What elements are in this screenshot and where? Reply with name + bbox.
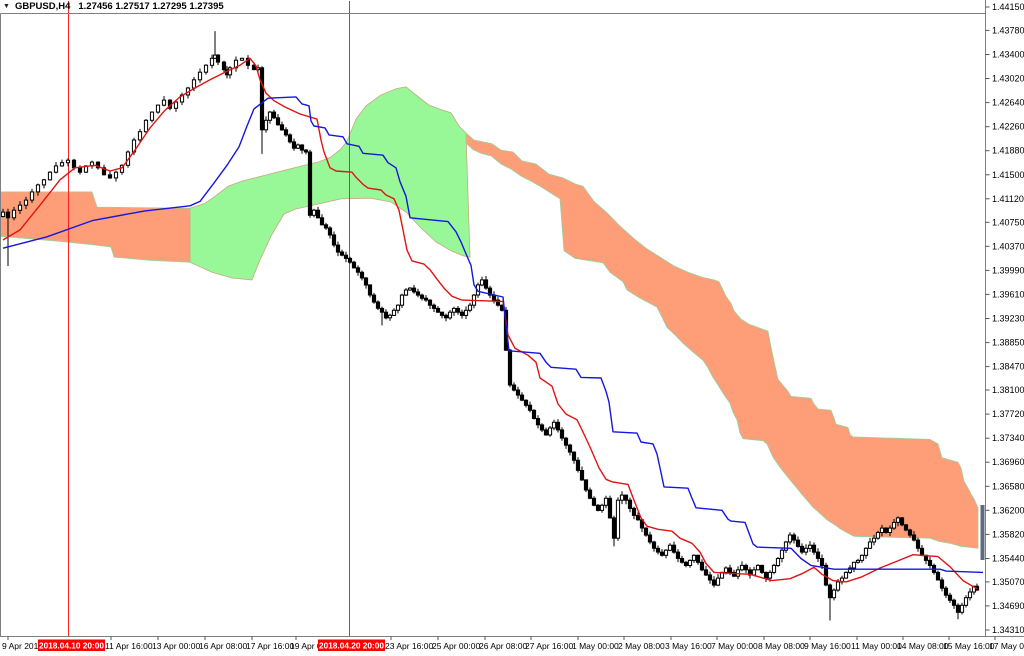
svg-text:1.38470: 1.38470 [992,362,1024,372]
svg-text:17 Apr 16:00: 17 Apr 16:00 [246,641,294,651]
chart-ohlc-values: 1.27456 1.27517 1.27295 1.27395 [78,1,224,12]
svg-text:1.43020: 1.43020 [992,74,1024,84]
svg-text:1.36200: 1.36200 [992,505,1024,515]
svg-text:1.42640: 1.42640 [992,98,1024,108]
ichimoku-cloud-down-2 [465,132,979,549]
svg-text:9 Apr 2018: 9 Apr 2018 [2,641,43,651]
chart-symbol-period: GBPUSD,H4 [14,1,71,12]
svg-text:1.40750: 1.40750 [992,217,1024,227]
svg-text:1.39230: 1.39230 [992,314,1024,324]
svg-text:25 Apr 00:00: 25 Apr 00:00 [432,641,480,651]
svg-text:1.36580: 1.36580 [992,481,1024,491]
svg-text:1.37720: 1.37720 [992,409,1024,419]
svg-text:1.40370: 1.40370 [992,241,1024,251]
svg-text:1.38100: 1.38100 [992,385,1024,395]
chart-ohlc-info: ▼ GBPUSD,H4 1.27456 1.27517 1.27295 1.27… [3,1,224,12]
svg-text:17 May 00:: 17 May 00: [989,641,1024,651]
svg-text:13 Apr 00:00: 13 Apr 00:00 [152,641,200,651]
svg-text:1.38850: 1.38850 [992,338,1024,348]
svg-text:8 May 08:00: 8 May 08:00 [758,641,805,651]
svg-text:15 May 16:00: 15 May 16:00 [943,641,995,651]
svg-text:11 May 00:00: 11 May 00:00 [851,641,902,651]
svg-text:1.43780: 1.43780 [992,25,1024,35]
svg-text:26 Apr 08:00: 26 Apr 08:00 [479,641,527,651]
svg-text:1.35820: 1.35820 [992,529,1024,539]
svg-text:1.35070: 1.35070 [992,577,1024,587]
svg-text:16 Apr 08:00: 16 Apr 08:00 [199,641,247,651]
svg-text:1.43400: 1.43400 [992,50,1024,60]
svg-text:1 May 00:00: 1 May 00:00 [572,641,619,651]
event-marker-label-1[interactable]: 2018.04.20 20:00 [318,639,385,652]
svg-text:1.37340: 1.37340 [992,433,1024,443]
kumo-edge-marker [980,505,985,560]
svg-text:1.41120: 1.41120 [992,194,1024,204]
svg-text:1.42260: 1.42260 [992,122,1024,132]
svg-text:7 May 00:00: 7 May 00:00 [711,641,758,651]
price-axis[interactable]: 1.44150 1.43780 1.43400 1.43020 1.42640 1.422… [985,2,1024,635]
svg-text:11 Apr 16:00: 11 Apr 16:00 [105,641,153,651]
svg-text:2018.04.20 20:00: 2018.04.20 20:00 [319,641,384,651]
svg-text:1.34310: 1.34310 [992,625,1024,635]
svg-text:23 Apr 16:00: 23 Apr 16:00 [385,641,433,651]
kijun-sen-line [2,96,984,574]
svg-text:9 May 16:00: 9 May 16:00 [804,641,851,651]
svg-text:1.35440: 1.35440 [992,554,1024,564]
svg-text:3 May 16:00: 3 May 16:00 [665,641,712,651]
svg-text:1.34690: 1.34690 [992,601,1024,611]
symbol-dropdown-icon[interactable]: ▼ [3,3,10,10]
ichimoku-cloud-up-1 [189,86,471,281]
svg-text:1.39990: 1.39990 [992,265,1024,275]
candlestick-series [0,31,980,621]
svg-text:1.41880: 1.41880 [992,146,1024,156]
svg-text:19 Apr 00:00: 19 Apr 00:00 [290,641,338,651]
svg-text:2 May 08:00: 2 May 08:00 [618,641,665,651]
svg-text:27 Apr 16:00: 27 Apr 16:00 [525,641,573,651]
tenkan-sen-line [2,57,978,590]
svg-text:14 May 08:00: 14 May 08:00 [897,641,949,651]
svg-text:1.44150: 1.44150 [992,2,1024,12]
event-marker-label-0[interactable]: 2018.04.10 20:00 [38,639,105,652]
svg-text:1.39610: 1.39610 [992,289,1024,299]
ichimoku-cloud-down-0 [0,191,191,263]
svg-text:2018.04.10 20:00: 2018.04.10 20:00 [39,641,104,651]
svg-text:1.36960: 1.36960 [992,457,1024,467]
svg-text:1.41500: 1.41500 [992,170,1024,180]
